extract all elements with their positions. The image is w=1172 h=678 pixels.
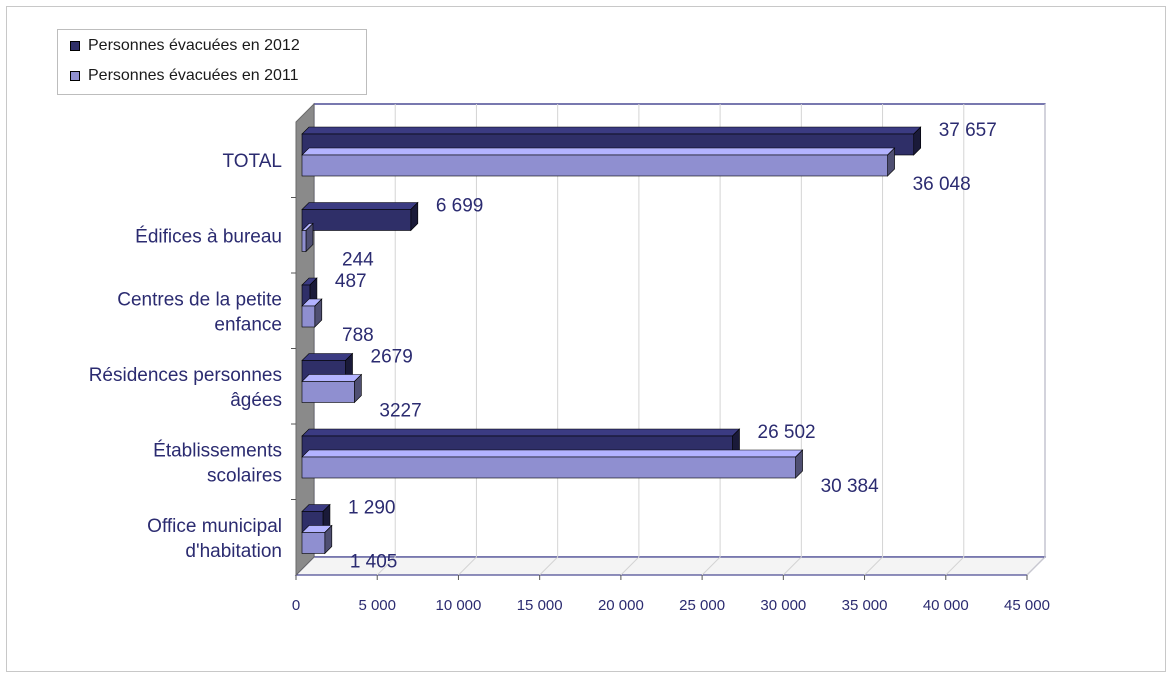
chart-legend: Personnes évacuées en 2012 Personnes éva… bbox=[57, 29, 367, 95]
x-tick-label: 45 000 bbox=[1004, 597, 1050, 614]
bar-top bbox=[301, 126, 922, 135]
bar bbox=[301, 305, 316, 328]
bar bbox=[301, 456, 796, 479]
x-tick-label: 10 000 bbox=[435, 597, 481, 614]
data-label: 244 bbox=[342, 250, 374, 271]
bar bbox=[301, 230, 307, 252]
data-label: 788 bbox=[342, 325, 374, 346]
gridline-floor bbox=[539, 556, 559, 576]
x-tick-label: 15 000 bbox=[517, 597, 563, 614]
category-label: TOTAL bbox=[223, 151, 282, 172]
gridline-floor bbox=[620, 556, 640, 576]
data-label: 1 405 bbox=[350, 552, 398, 573]
data-label: 26 502 bbox=[758, 422, 816, 443]
x-tick-label: 0 bbox=[292, 597, 300, 614]
bar-top bbox=[301, 147, 896, 156]
category-label: Établissements bbox=[153, 440, 282, 461]
bar bbox=[301, 381, 355, 403]
bar bbox=[301, 532, 326, 554]
category-label: Édifices à bureau bbox=[135, 226, 282, 247]
data-label: 36 048 bbox=[913, 174, 971, 195]
x-tick-label: 20 000 bbox=[598, 597, 644, 614]
legend-swatch-2012 bbox=[70, 41, 80, 51]
bar-top bbox=[301, 449, 804, 458]
legend-swatch-2011 bbox=[70, 71, 80, 81]
bar bbox=[301, 154, 888, 177]
category-label: âgées bbox=[230, 390, 282, 411]
data-label: 30 384 bbox=[821, 476, 880, 497]
gridline-floor bbox=[458, 556, 477, 576]
x-tick-label: 25 000 bbox=[679, 597, 725, 614]
gridline-floor bbox=[945, 556, 965, 576]
bar-top bbox=[301, 428, 741, 437]
data-label: 3227 bbox=[379, 401, 421, 422]
data-label: 37 657 bbox=[939, 120, 997, 141]
x-tick-label: 35 000 bbox=[842, 597, 888, 614]
category-label: d'habitation bbox=[185, 541, 282, 562]
plot-floor bbox=[294, 556, 1047, 576]
gridline-floor bbox=[1026, 556, 1046, 576]
legend-label-2011: Personnes évacuées en 2011 bbox=[88, 67, 299, 84]
data-label: 487 bbox=[335, 271, 367, 292]
bar-top bbox=[301, 353, 354, 361]
category-label: scolaires bbox=[207, 465, 282, 486]
category-label: Office municipal bbox=[147, 516, 282, 537]
x-tick-label: 30 000 bbox=[760, 597, 806, 614]
legend-label-2012: Personnes évacuées en 2012 bbox=[88, 37, 300, 54]
gridline-floor bbox=[864, 556, 883, 576]
category-label: enfance bbox=[214, 314, 282, 335]
plot-back-wall bbox=[313, 103, 1046, 558]
gridline-floor bbox=[376, 556, 396, 576]
data-label: 2679 bbox=[371, 347, 413, 368]
data-label: 1 290 bbox=[348, 498, 396, 519]
legend-item-2012: Personnes évacuées en 2012 bbox=[70, 34, 300, 58]
category-label: Résidences personnes bbox=[89, 365, 282, 386]
legend-item-2011: Personnes évacuées en 2011 bbox=[70, 64, 299, 88]
gridline-floor bbox=[701, 556, 721, 576]
x-tick-label: 40 000 bbox=[923, 597, 969, 614]
x-tick-label: 5 000 bbox=[358, 597, 396, 614]
bar bbox=[301, 209, 412, 231]
gridline-floor bbox=[782, 556, 802, 576]
data-label: 6 699 bbox=[436, 196, 484, 217]
category-label: Centres de la petite bbox=[117, 289, 282, 310]
bar-top bbox=[301, 374, 363, 382]
bar-top bbox=[301, 202, 419, 210]
